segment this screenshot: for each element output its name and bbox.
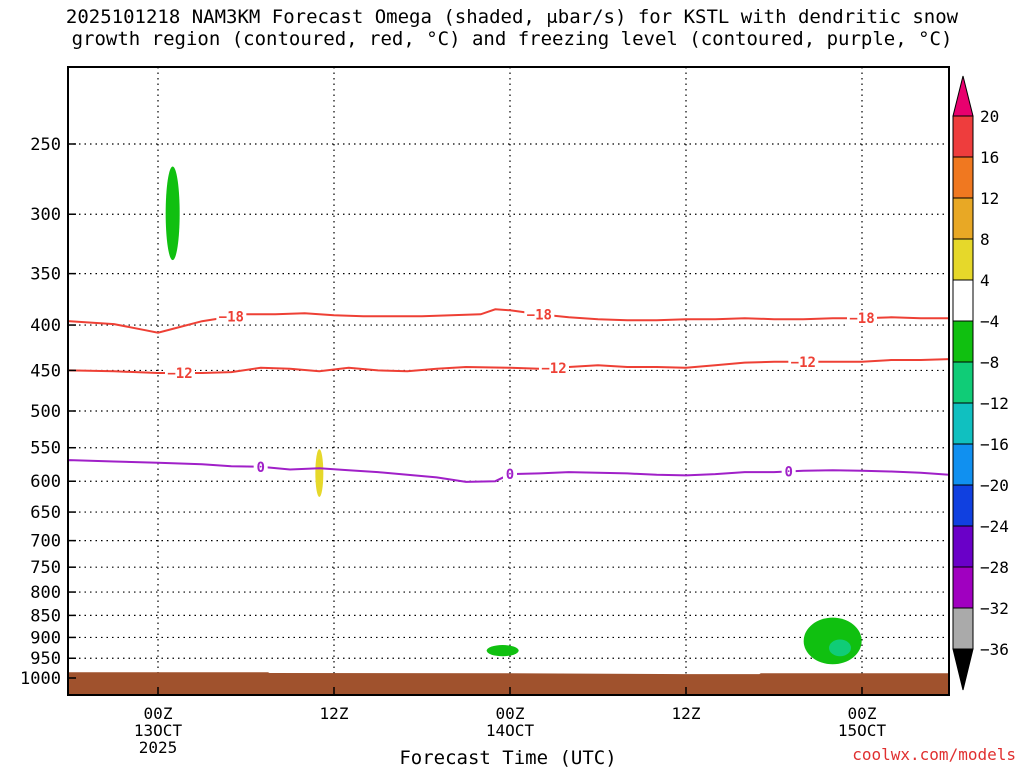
contour-label-bg-2-2 <box>781 463 796 480</box>
surface-terrain <box>68 672 949 695</box>
terrain-fill <box>68 672 949 695</box>
contour-label-2-2: 0 <box>784 464 792 480</box>
contour-label-bg-2-0 <box>253 458 268 475</box>
credit-text: coolwx.com/models <box>852 745 1016 764</box>
colorbar-cell-4 <box>952 238 974 281</box>
contour-label-bg-0-1 <box>524 306 555 323</box>
contour-label-0-0: −18 <box>219 310 244 326</box>
colorbar-cell-12 <box>952 566 974 609</box>
omega-region-3 <box>803 617 862 665</box>
colorbar-label-10: −24 <box>980 517 1009 536</box>
x-tick-label-0-1: 13OCT <box>134 721 183 740</box>
y-tick-label-600: 600 <box>30 472 61 492</box>
colorbar-label-8: −16 <box>980 435 1009 454</box>
omega-shading <box>165 58 862 665</box>
colorbar-cell-13 <box>952 607 974 650</box>
colorbar-label-0: 20 <box>980 107 999 126</box>
x-tick-label-0-2: 2025 <box>139 738 178 757</box>
colorbar-cell-11 <box>952 525 974 568</box>
contour-label-0-1: −18 <box>527 307 552 323</box>
colorbar-label-12: −32 <box>980 599 1009 618</box>
colorbar-cell-9 <box>952 443 974 486</box>
contour-label-1-0: −12 <box>167 366 192 382</box>
contour-label-bg-1-0 <box>165 364 195 381</box>
y-tick-label-400: 400 <box>30 316 61 336</box>
title-line-2: growth region (contoured, red, °C) and f… <box>71 28 953 50</box>
x-tick-label-24-0: 00Z <box>496 704 525 723</box>
omega-region-4 <box>829 639 851 657</box>
colorbar: 20 16 12 8 4 −4 −8 −12 −16 −20 −24 −28 −32 −36 <box>952 75 1009 691</box>
colorbar-cell-7 <box>952 361 974 404</box>
y-tick-label-350: 350 <box>30 265 61 285</box>
contour-label-2-1: 0 <box>506 467 514 483</box>
colorbar-bottom-arrow <box>952 648 974 691</box>
contour-label-bg-1-1 <box>539 359 569 376</box>
x-tick-label-36-0: 12Z <box>672 704 701 723</box>
contour-label-bg-2-1 <box>503 466 517 483</box>
y-tick-label-800: 800 <box>30 583 61 603</box>
temperature-contours: −18 −18 −18 −12 −12 −12 0 0 0 <box>68 306 949 483</box>
y-tick-label-700: 700 <box>30 532 61 552</box>
y-tick-label-250: 250 <box>30 135 61 155</box>
title-line-1: 2025101218 NAM3KM Forecast Omega (shaded… <box>65 6 959 28</box>
colorbar-label-13: −36 <box>980 640 1009 659</box>
colorbar-label-2: 12 <box>980 189 999 208</box>
colorbar-label-11: −28 <box>980 558 1009 577</box>
x-tick-label-12-0: 12Z <box>320 704 349 723</box>
omega-region-1 <box>315 449 324 497</box>
colorbar-label-9: −20 <box>980 476 1009 495</box>
contour-label-2-0: 0 <box>256 460 264 476</box>
omega-region-0 <box>165 166 180 261</box>
colorbar-cell-8 <box>952 402 974 445</box>
y-tick-label-900: 900 <box>30 628 61 648</box>
grid-lines <box>68 67 949 695</box>
x-tick-label-0-0: 00Z <box>144 704 173 723</box>
colorbar-label-1: 16 <box>980 148 999 167</box>
x-tick-label-48-0: 00Z <box>848 704 877 723</box>
y-tick-label-300: 300 <box>30 205 61 225</box>
colorbar-cell-10 <box>952 484 974 527</box>
colorbar-top-arrow <box>952 75 974 117</box>
x-axis-label: Forecast Time (UTC) <box>399 747 616 768</box>
plot-frame <box>67 66 950 696</box>
colorbar-label-3: 8 <box>980 230 990 249</box>
colorbar-cell-6 <box>952 320 974 363</box>
colorbar-cell-1 <box>952 115 974 158</box>
y-tick-label-850: 850 <box>30 606 61 626</box>
chart-title: 2025101218 NAM3KM Forecast Omega (shaded… <box>0 6 1024 50</box>
contour-label-bg-0-0 <box>216 308 247 325</box>
y-tick-label-500: 500 <box>30 402 61 422</box>
y-tick-label-450: 450 <box>30 361 61 381</box>
contour-label-0-2: −18 <box>849 311 874 327</box>
contour-line-2 <box>68 459 949 483</box>
colorbar-label-7: −12 <box>980 394 1009 413</box>
y-tick-label-950: 950 <box>30 649 61 669</box>
y-tick-label-1000: 1000 <box>20 669 61 689</box>
contour-label-1-1: −12 <box>541 361 566 377</box>
x-tick-label-24-1: 14OCT <box>486 721 535 740</box>
omega-region-5 <box>317 58 322 66</box>
y-axis: 2503003504004505005506006507007508008509… <box>20 135 76 689</box>
colorbar-cell-5 <box>952 279 974 322</box>
colorbar-label-4: 4 <box>980 271 990 290</box>
y-tick-label-650: 650 <box>30 503 61 523</box>
y-tick-label-550: 550 <box>30 439 61 459</box>
y-tick-label-750: 750 <box>30 558 61 578</box>
contour-label-1-2: −12 <box>791 355 816 371</box>
omega-region-2 <box>486 645 519 657</box>
contour-label-bg-0-2 <box>847 310 877 327</box>
contour-label-bg-1-2 <box>788 353 819 370</box>
colorbar-cell-3 <box>952 197 974 240</box>
colorbar-label-5: −4 <box>980 312 999 331</box>
colorbar-label-6: −8 <box>980 353 999 372</box>
colorbar-cell-2 <box>952 156 974 199</box>
x-tick-label-48-1: 15OCT <box>838 721 887 740</box>
